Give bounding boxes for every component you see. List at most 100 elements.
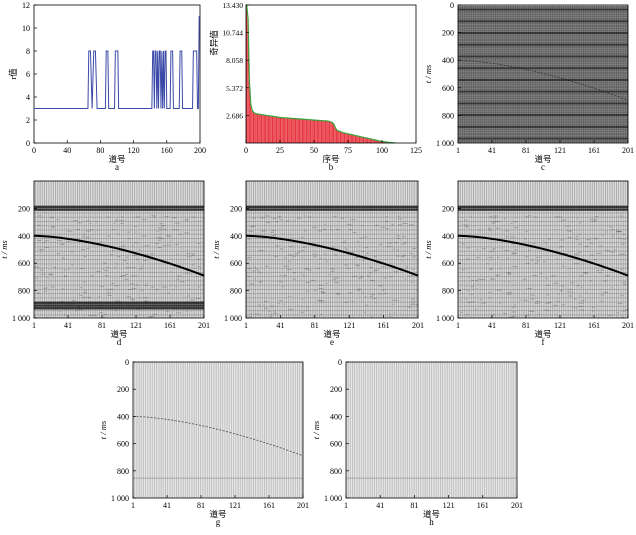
coherent-noise-band bbox=[458, 43, 628, 46]
seismic-section bbox=[458, 181, 628, 318]
noise-speckle bbox=[133, 242, 139, 244]
noise-speckle bbox=[530, 298, 534, 300]
noise-speckle bbox=[388, 276, 394, 278]
coherent-noise-band bbox=[458, 90, 628, 93]
noise-speckle bbox=[258, 281, 262, 283]
noise-speckle bbox=[37, 240, 42, 241]
coherent-noise-band bbox=[458, 142, 628, 143]
panel-c: 1 41 81 121 161 201 0 200 400 600 800 1 000 道号 t / ms… bbox=[423, 1, 634, 172]
noise-speckle bbox=[269, 305, 274, 307]
noise-speckle bbox=[98, 296, 100, 297]
noise-speckle bbox=[250, 226, 254, 228]
noise-speckle bbox=[466, 247, 470, 249]
noise-speckle bbox=[511, 243, 516, 245]
noise-speckle bbox=[38, 249, 43, 250]
noise-speckle bbox=[118, 246, 121, 248]
noise-speckle bbox=[480, 279, 485, 280]
faint-band bbox=[34, 280, 204, 282]
noise-speckle bbox=[83, 256, 87, 257]
noise-speckle bbox=[558, 216, 563, 218]
noise-speckle bbox=[117, 233, 119, 235]
noise-speckle bbox=[157, 247, 162, 248]
x-tick-label: 121 bbox=[130, 321, 142, 330]
bar bbox=[318, 120, 320, 143]
noise-speckle bbox=[169, 280, 170, 282]
noise-speckle bbox=[410, 301, 416, 303]
noise-speckle bbox=[68, 268, 70, 270]
noise-speckle bbox=[317, 300, 322, 301]
strong-noise-band bbox=[458, 208, 628, 211]
noise-speckle bbox=[578, 302, 584, 304]
panel-d: 1 41 81 121 161 201 200 400 600 800 1 000 道号 t / ms d bbox=[0, 180, 210, 347]
noise-speckle bbox=[261, 231, 264, 233]
noise-speckle bbox=[43, 242, 45, 244]
noise-speckle bbox=[80, 249, 86, 250]
noise-speckle bbox=[308, 269, 312, 271]
noise-speckle bbox=[162, 286, 167, 288]
plot-frame bbox=[33, 4, 201, 144]
noise-speckle bbox=[409, 253, 413, 255]
bar bbox=[304, 119, 306, 143]
noise-speckle bbox=[343, 301, 349, 303]
noise-speckle bbox=[263, 301, 268, 302]
coherent-noise-band bbox=[458, 45, 628, 49]
faint-band bbox=[246, 310, 418, 312]
coherent-noise-band bbox=[458, 128, 628, 131]
noise-speckle bbox=[364, 246, 369, 248]
noise-speckle bbox=[294, 253, 299, 255]
y-tick-label: 10 bbox=[22, 24, 30, 33]
noise-speckle bbox=[594, 219, 598, 221]
noise-speckle bbox=[302, 275, 305, 276]
bar bbox=[357, 136, 359, 143]
bar bbox=[367, 138, 369, 143]
noise-speckle bbox=[341, 242, 347, 243]
noise-speckle bbox=[186, 253, 191, 255]
noise-speckle bbox=[269, 314, 273, 316]
bar bbox=[326, 121, 328, 143]
noise-speckle bbox=[561, 304, 565, 306]
bar bbox=[349, 134, 351, 143]
noise-speckle bbox=[465, 285, 467, 287]
noise-speckle bbox=[263, 307, 268, 309]
noise-speckle bbox=[50, 226, 56, 228]
noise-speckle bbox=[125, 256, 129, 258]
y-axis-label: r值 bbox=[8, 68, 18, 80]
noise-speckle bbox=[368, 272, 372, 274]
noise-speckle bbox=[616, 231, 621, 233]
noise-speckle bbox=[318, 230, 322, 232]
x-tick-label: 200 bbox=[194, 146, 206, 155]
bar bbox=[364, 137, 366, 143]
noise-speckle bbox=[491, 221, 497, 222]
faint-band bbox=[246, 216, 418, 218]
bar bbox=[319, 120, 321, 143]
noise-speckle bbox=[43, 287, 47, 289]
noise-speckle bbox=[525, 216, 530, 218]
noise-speckle bbox=[119, 303, 121, 305]
coherent-noise-band bbox=[458, 111, 628, 114]
noise-speckle bbox=[272, 218, 277, 219]
noise-speckle bbox=[385, 216, 388, 218]
noise-speckle bbox=[121, 275, 126, 276]
noise-speckle bbox=[398, 215, 401, 217]
noise-speckle bbox=[527, 288, 532, 289]
y-axis-label: 奇异值 bbox=[209, 30, 219, 56]
panel-h: 1 41 81 121 161 201 0 200 400 600 800 1 000 道号 t / ms… bbox=[311, 358, 523, 527]
noise-speckle bbox=[392, 303, 395, 305]
noise-speckle bbox=[169, 314, 173, 316]
noise-speckle bbox=[275, 245, 279, 247]
bar bbox=[285, 117, 287, 143]
x-axis-label: 序号 bbox=[322, 154, 339, 164]
y-axis-label: t / ms bbox=[311, 420, 321, 439]
y-tick-label: 200 bbox=[117, 385, 129, 394]
noise-speckle bbox=[623, 239, 626, 240]
noise-speckle bbox=[313, 256, 317, 258]
noise-speckle bbox=[123, 260, 127, 261]
reflection-event bbox=[133, 415, 303, 457]
noise-speckle bbox=[76, 229, 80, 230]
coherent-noise-band bbox=[458, 41, 628, 44]
x-tick-label: 25 bbox=[276, 146, 284, 155]
noise-speckle bbox=[56, 253, 60, 255]
noise-speckle bbox=[128, 289, 133, 290]
noise-speckle bbox=[476, 257, 480, 259]
noise-speckle bbox=[272, 235, 277, 236]
